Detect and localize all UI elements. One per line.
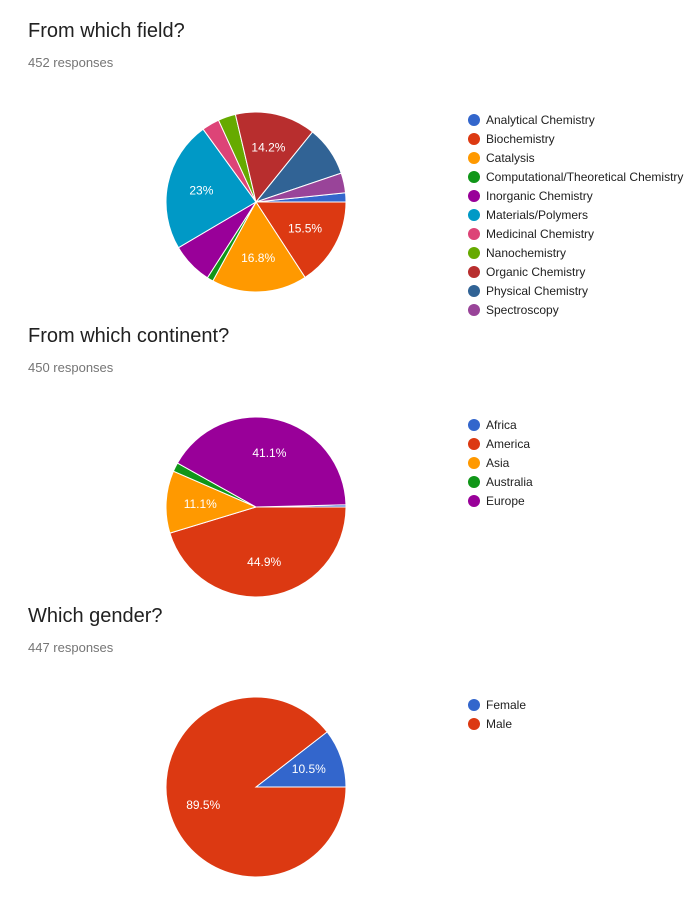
legend-swatch-icon bbox=[468, 418, 480, 431]
legend-swatch-icon bbox=[468, 208, 480, 221]
slice-label-europe: 41.1% bbox=[252, 446, 286, 460]
legend-swatch-icon bbox=[468, 475, 480, 488]
legend-item-nanochemistry[interactable]: Nanochemistry bbox=[468, 243, 683, 262]
pie-slice-materials-polymers[interactable] bbox=[165, 128, 257, 249]
slice-label-materials-polymers: 23% bbox=[189, 184, 213, 198]
pie-slice-biochemistry[interactable] bbox=[255, 201, 347, 279]
pie-chart: 44.9% 11.1% 41.1% bbox=[165, 416, 347, 598]
slice-label-biochemistry: 15.5% bbox=[288, 222, 322, 236]
legend-item-inorganic-chemistry[interactable]: Inorganic Chemistry bbox=[468, 186, 683, 205]
legend-label: America bbox=[486, 436, 531, 451]
legend-swatch-icon bbox=[468, 246, 480, 259]
legend-label: Nanochemistry bbox=[486, 245, 567, 260]
field-chart-card: From which field? 452 responses 15.5% 16.… bbox=[0, 0, 700, 317]
gender-chart-card: Which gender? 447 responses 10.5% 89.5% F… bbox=[0, 585, 700, 878]
legend-label: Materials/Polymers bbox=[486, 207, 589, 222]
slice-label-catalysis: 16.8% bbox=[241, 251, 275, 265]
legend-label: Catalysis bbox=[486, 150, 535, 165]
legend-swatch-icon bbox=[468, 132, 480, 145]
legend-item-female[interactable]: Female bbox=[468, 695, 526, 714]
legend-item-analytical-chemistry[interactable]: Analytical Chemistry bbox=[468, 110, 683, 129]
legend-item-medicinal-chemistry[interactable]: Medicinal Chemistry bbox=[468, 224, 683, 243]
legend-label: Organic Chemistry bbox=[486, 264, 586, 279]
legend: Analytical Chemistry Biochemistry Catalysi… bbox=[468, 110, 683, 319]
legend-label: Female bbox=[486, 697, 527, 712]
legend-item-spectroscopy[interactable]: Spectroscopy bbox=[468, 300, 683, 319]
slice-label-organic-chemistry: 14.2% bbox=[251, 141, 285, 155]
legend-label: Biochemistry bbox=[486, 131, 555, 146]
slice-label-female: 10.5% bbox=[292, 762, 326, 776]
pie-chart: 10.5% 89.5% bbox=[165, 696, 347, 878]
legend-swatch-icon bbox=[468, 113, 480, 126]
legend-label: Male bbox=[486, 716, 513, 731]
legend-swatch-icon bbox=[468, 303, 480, 316]
legend-label: Australia bbox=[486, 474, 533, 489]
continent-chart-card: From which continent? 450 responses 44.9… bbox=[0, 305, 700, 598]
legend-label: Europe bbox=[486, 493, 525, 508]
legend-swatch-icon bbox=[468, 494, 480, 507]
legend-swatch-icon bbox=[468, 437, 480, 450]
legend-swatch-icon bbox=[468, 265, 480, 278]
legend-swatch-icon bbox=[468, 189, 480, 202]
pie-slice-europe[interactable] bbox=[176, 416, 347, 508]
slice-label-asia: 11.1% bbox=[184, 497, 217, 511]
pie-chart: 15.5% 16.8% 23% 14.2% bbox=[165, 111, 347, 293]
legend-swatch-icon bbox=[468, 170, 480, 183]
pie-slice-male[interactable] bbox=[165, 696, 347, 878]
legend-item-computational-theoretical-chemistry[interactable]: Computational/Theoretical Chemistry bbox=[468, 167, 683, 186]
legend-item-asia[interactable]: Asia bbox=[468, 453, 533, 472]
slice-label-america: 44.9% bbox=[247, 555, 281, 569]
response-count: 450 responses bbox=[28, 360, 114, 375]
legend-label: Computational/Theoretical Chemistry bbox=[486, 169, 684, 184]
legend-swatch-icon bbox=[468, 717, 480, 730]
question-title: Which gender? bbox=[28, 605, 163, 627]
legend-item-biochemistry[interactable]: Biochemistry bbox=[468, 129, 683, 148]
legend-swatch-icon bbox=[468, 698, 480, 711]
legend-swatch-icon bbox=[468, 284, 480, 297]
slice-label-male: 89.5% bbox=[186, 798, 220, 812]
legend-item-europe[interactable]: Europe bbox=[468, 491, 533, 510]
legend-item-america[interactable]: America bbox=[468, 434, 533, 453]
legend: Female Male bbox=[468, 695, 526, 733]
legend-item-materials-polymers[interactable]: Materials/Polymers bbox=[468, 205, 683, 224]
legend-label: Medicinal Chemistry bbox=[486, 226, 595, 241]
legend-swatch-icon bbox=[468, 151, 480, 164]
legend-item-australia[interactable]: Australia bbox=[468, 472, 533, 491]
pie-slice-america[interactable] bbox=[169, 506, 347, 598]
legend-item-organic-chemistry[interactable]: Organic Chemistry bbox=[468, 262, 683, 281]
pie-slice-asia[interactable] bbox=[165, 470, 258, 534]
legend-item-male[interactable]: Male bbox=[468, 714, 526, 733]
pie-slice-organic-chemistry[interactable] bbox=[234, 111, 314, 204]
legend: Africa America Asia Australia Europe bbox=[468, 415, 533, 510]
legend-label: Inorganic Chemistry bbox=[486, 188, 593, 203]
legend-item-physical-chemistry[interactable]: Physical Chemistry bbox=[468, 281, 683, 300]
question-title: From which field? bbox=[28, 20, 185, 42]
pie-slice-catalysis[interactable] bbox=[212, 201, 306, 293]
legend-item-africa[interactable]: Africa bbox=[468, 415, 533, 434]
legend-label: Africa bbox=[486, 417, 517, 432]
response-count: 447 responses bbox=[28, 640, 114, 655]
legend-label: Spectroscopy bbox=[486, 302, 559, 317]
legend-swatch-icon bbox=[468, 227, 480, 240]
pie-slice-spectroscopy[interactable] bbox=[255, 172, 347, 203]
response-count: 452 responses bbox=[28, 55, 114, 70]
legend-swatch-icon bbox=[468, 456, 480, 469]
legend-label: Asia bbox=[486, 455, 510, 470]
legend-item-catalysis[interactable]: Catalysis bbox=[468, 148, 683, 167]
legend-label: Analytical Chemistry bbox=[486, 112, 595, 127]
legend-label: Physical Chemistry bbox=[486, 283, 589, 298]
question-title: From which continent? bbox=[28, 325, 230, 347]
